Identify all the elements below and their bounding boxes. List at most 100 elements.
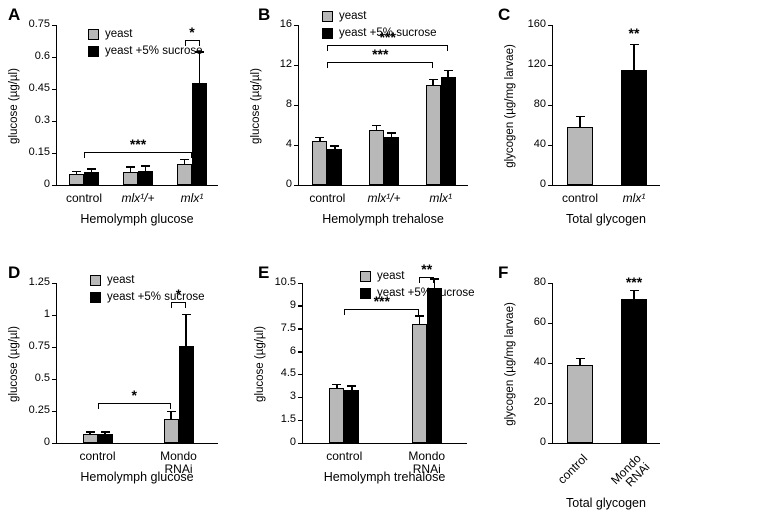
- y-tick: [294, 24, 299, 26]
- y-tick-label: 80: [533, 276, 546, 288]
- bar: [621, 70, 647, 185]
- x-category-label: control: [309, 191, 346, 205]
- y-tick: [52, 346, 57, 348]
- plot-wrap: 0 20 40 60 80 control Mondo RNAi ***: [534, 275, 660, 489]
- error-bar-cap: [180, 158, 189, 161]
- error-bar-cap: [372, 124, 381, 126]
- y-tick: [52, 184, 57, 186]
- bar: [425, 85, 441, 185]
- y-tick: [548, 144, 553, 146]
- y-tick: [298, 328, 303, 330]
- error-bar: [633, 45, 635, 70]
- significance-stars: *: [175, 286, 182, 303]
- legend: yeast yeast +5% sucrose: [90, 274, 204, 303]
- bar: [192, 82, 207, 185]
- y-tick-label: 40: [533, 138, 546, 150]
- x-axis-title: Hemolymph trehalose: [322, 212, 444, 226]
- y-tick-label: 0: [539, 178, 546, 190]
- x-category-label: mlx¹: [622, 191, 646, 205]
- bar: [69, 174, 84, 185]
- x-category-label: mlx¹/+: [367, 191, 401, 205]
- significance-bracket: [327, 62, 434, 68]
- y-tick-label: 3: [289, 390, 296, 403]
- plot-wrap: 0 4 8 12 16 control mlx¹/+ mlx¹ *** ***: [280, 18, 468, 205]
- panel-letter: F: [498, 263, 509, 282]
- y-tick-label: 0.75: [28, 18, 50, 30]
- legend-label: yeast +5% sucrose: [107, 291, 205, 303]
- y-tick: [52, 24, 57, 26]
- y-tick: [52, 378, 57, 380]
- y-tick: [298, 351, 303, 353]
- error-bar: [633, 291, 635, 299]
- y-tick-label: 120: [527, 58, 546, 70]
- legend-swatch: [88, 45, 99, 57]
- error-bar-cap: [195, 51, 204, 53]
- bar: [163, 418, 179, 443]
- bar: [177, 163, 192, 185]
- significance-bracket: [419, 276, 435, 283]
- legend-item: yeast: [360, 270, 474, 282]
- y-tick: [548, 362, 553, 364]
- legend-label: yeast +5% sucrose: [377, 287, 475, 299]
- y-tick-label: 0.25: [28, 404, 50, 416]
- y-tick: [548, 402, 553, 404]
- legend-swatch: [360, 287, 371, 299]
- y-tick: [298, 396, 303, 399]
- y-tick-label: 0.45: [28, 82, 50, 94]
- plot-area: 0 0.15 0.3 0.45 0.6 0.75 control mlx¹/+ mlx¹ *** *: [29, 18, 218, 205]
- legend-item: yeast: [90, 274, 204, 286]
- plot-wrap: 0 0.25 0.5 0.75 1 1.25 control Mondo RNAi * *: [29, 276, 218, 476]
- y-tick-label: 0: [43, 436, 50, 448]
- bar: [344, 389, 360, 443]
- y-tick: [298, 282, 303, 284]
- x-axis-title: Total glycogen: [566, 212, 646, 226]
- y-tick-label: 4.5: [280, 367, 296, 380]
- plot-wrap: 0 0.15 0.3 0.45 0.6 0.75 control mlx¹/+ mlx¹ *** *: [29, 18, 218, 205]
- y-tick: [298, 373, 303, 376]
- panel-letter: B: [258, 5, 271, 24]
- y-axis-title: glucose (µg/µl): [8, 326, 20, 402]
- x-category-label: Mondo RNAi: [608, 451, 653, 490]
- x-category-label: Mondo RNAi: [160, 449, 197, 476]
- bar: [440, 77, 456, 185]
- error-bar: [129, 167, 132, 173]
- y-tick: [294, 184, 299, 186]
- error-bar-cap: [72, 170, 81, 173]
- significance-stars: *: [131, 387, 137, 404]
- bar: [138, 171, 153, 185]
- error-bar-cap: [387, 132, 396, 134]
- x-axis-title: Hemolymph glucose: [80, 212, 194, 226]
- panel-F: F glycogen (µg/mg larvae) 0 20 40 60 80 contr…: [490, 258, 765, 516]
- bar: [329, 388, 345, 443]
- panel-A: A glucose (µg/µl) yeast yeast +5% sucrose…: [0, 0, 250, 258]
- y-tick: [548, 282, 553, 284]
- y-tick-label: 0: [285, 178, 292, 190]
- error-bar-cap: [181, 313, 191, 315]
- panel-letter: C: [498, 5, 511, 24]
- y-axis-title: glycogen (µg/mg larvae): [504, 44, 516, 168]
- y-tick: [548, 104, 553, 106]
- legend-swatch: [360, 270, 371, 282]
- legend-swatch: [88, 28, 99, 40]
- error-bar: [390, 133, 393, 137]
- error-bar: [351, 386, 353, 390]
- y-tick-label: 1.25: [28, 276, 50, 288]
- bar: [84, 172, 99, 185]
- error-bar: [447, 71, 449, 77]
- legend-label: yeast +5% sucrose: [339, 27, 437, 39]
- significance-bracket: [97, 403, 171, 410]
- legend-item: yeast +5% sucrose: [88, 45, 202, 57]
- x-category-label: control: [79, 449, 116, 463]
- plot-area: 0 0.25 0.5 0.75 1 1.25 control Mondo RNAi * *: [29, 276, 218, 476]
- y-tick: [52, 314, 57, 316]
- y-tick: [548, 322, 553, 324]
- bar: [97, 434, 113, 443]
- bar: [369, 130, 384, 185]
- y-tick: [52, 56, 57, 58]
- plot-area: 0 20 40 60 80 control Mondo RNAi ***: [534, 275, 660, 489]
- y-tick-label: 16: [279, 18, 292, 30]
- significance-stars: **: [628, 25, 640, 41]
- error-bar: [433, 279, 435, 288]
- significance-stars: **: [421, 260, 433, 277]
